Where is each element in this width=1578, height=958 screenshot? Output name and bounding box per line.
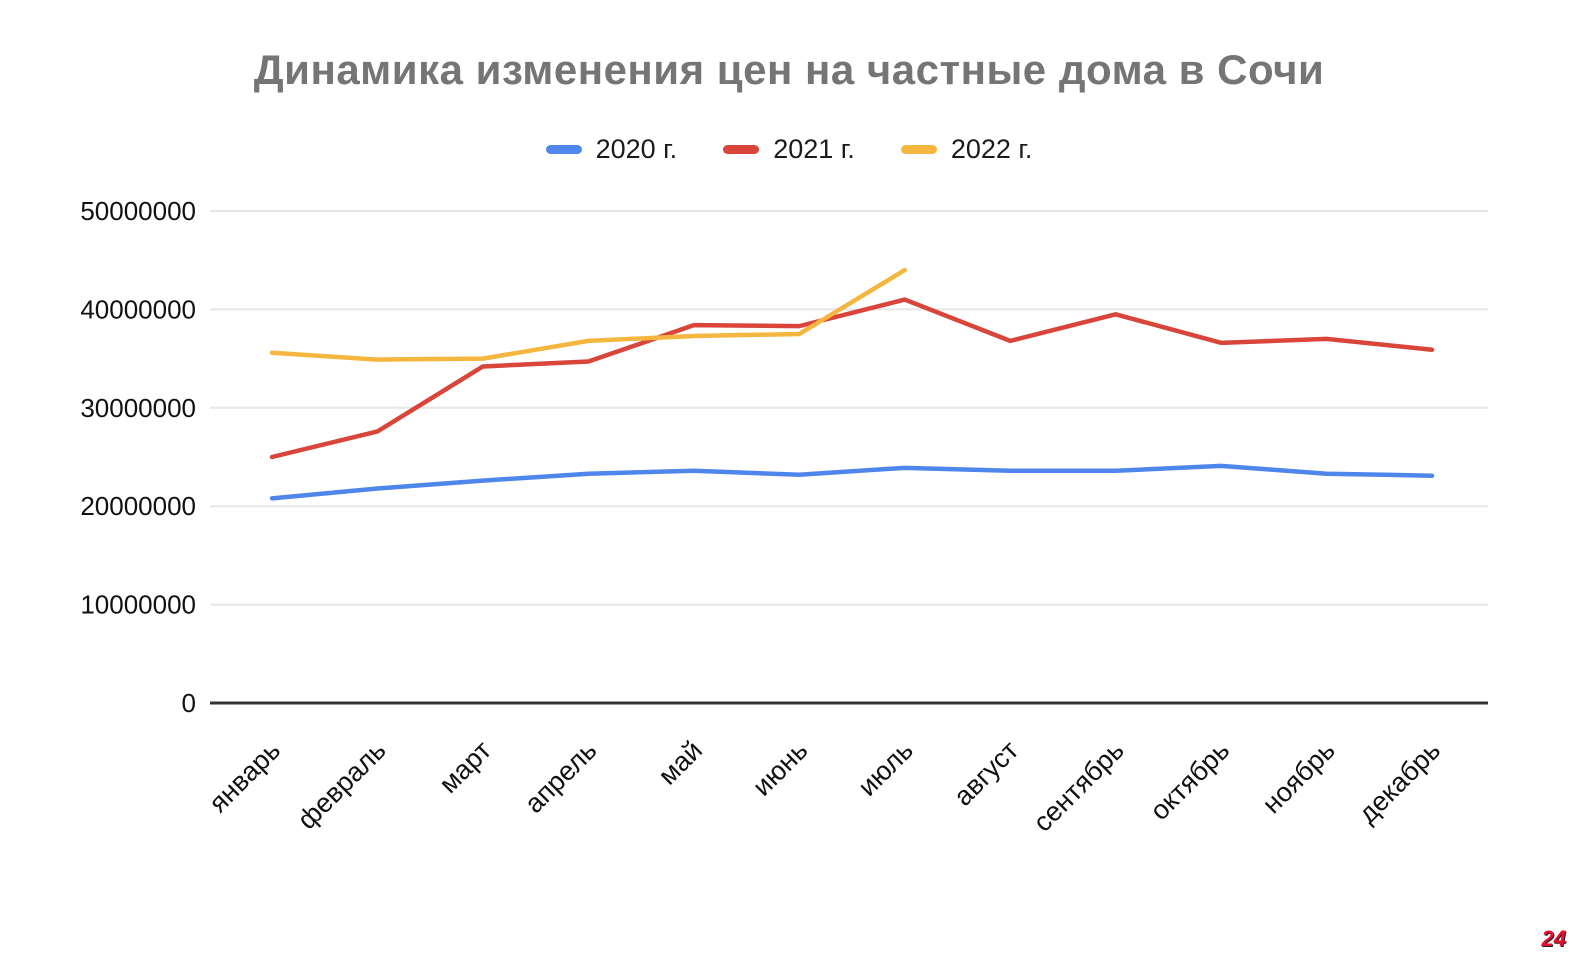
chart-title: Динамика изменения цен на частные дома в… (253, 46, 1325, 93)
y-tick-label: 50000000 (80, 196, 196, 226)
legend-swatch-icon (723, 145, 760, 154)
x-tick-label: март (433, 735, 497, 799)
legend-swatch-icon (900, 145, 937, 154)
y-tick-label: 20000000 (80, 491, 196, 521)
legend-swatch-icon (545, 145, 582, 154)
y-tick-label: 0 (182, 688, 196, 718)
legend-item: 2021 г. (723, 134, 855, 165)
y-tick-label: 10000000 (80, 590, 196, 620)
x-tick-label: август (948, 735, 1025, 812)
watermark-badge: 24 (1541, 926, 1566, 951)
legend-item: 2022 г. (900, 134, 1033, 165)
x-tick-label: январь (203, 735, 286, 818)
x-tick-label: сентябрь (1027, 735, 1130, 838)
y-tick-label: 30000000 (80, 393, 196, 423)
x-tick-label: октябрь (1144, 735, 1235, 826)
chart-legend: 2020 г. 2021 г. 2022 г. (0, 134, 1578, 165)
x-tick-label: июль (852, 735, 919, 802)
series-line-2021г. (269, 297, 1435, 460)
series-line-2020г. (269, 463, 1435, 501)
x-tick-label: май (652, 735, 708, 791)
y-tick-label: 40000000 (80, 294, 196, 324)
legend-label: 2021 г. (773, 134, 855, 164)
x-tick-label: ноябрь (1257, 735, 1341, 819)
x-tick-label: апрель (519, 735, 603, 819)
legend-item: 2020 г. (545, 134, 678, 165)
legend-label: 2020 г. (595, 134, 678, 164)
x-tick-label: декабрь (1352, 735, 1446, 829)
x-tick-label: февраль (292, 735, 392, 835)
legend-label: 2022 г. (950, 134, 1033, 164)
series-line-2022г. (269, 267, 907, 362)
x-tick-label: июнь (747, 735, 814, 802)
